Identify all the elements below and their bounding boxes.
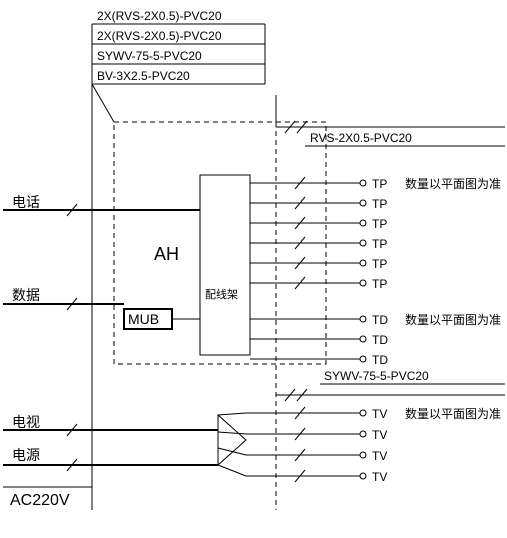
distribution-box [200,175,250,355]
terminal-circle [360,410,366,416]
distribution-label: 配线架 [205,287,238,301]
power-label: 电源 [12,447,40,463]
phone-label: 电话 [12,194,40,210]
tv-out-label: TV [372,407,387,421]
terminal-circle [360,452,366,458]
terminal-circle [360,473,366,479]
ah-label: AH [154,244,179,264]
tv-label: 电视 [12,414,40,430]
splitter-triangle [218,415,246,465]
tv-note: 数量以平面图为准 [405,406,501,421]
tp-label: TP [372,277,387,291]
tp-label: TP [372,197,387,211]
tp-note: 数量以平面图为准 [405,176,501,191]
td-label: TD [372,333,388,347]
td-label: TD [372,313,388,327]
terminal-circle [360,336,366,342]
tp-label: TP [372,237,387,251]
cable-label: SYWV-75-5-PVC20 [324,369,429,383]
terminal-circle [360,260,366,266]
tv-out-label: TV [372,470,387,484]
tv-out-label: TV [372,449,387,463]
terminal-circle [360,431,366,437]
tp-label: TP [372,257,387,271]
terminal-circle [360,220,366,226]
terminal-circle [360,180,366,186]
td-note: 数量以平面图为准 [405,312,501,327]
terminal-circle [360,316,366,322]
td-label: TD [372,353,388,367]
terminal-circle [360,240,366,246]
tv-out-label: TV [372,428,387,442]
mub-label: MUB [128,311,159,327]
terminal-circle [360,280,366,286]
cable-label: 2X(RVS-2X0.5)-PVC20 [97,9,222,23]
cable-label: RVS-2X0.5-PVC20 [310,131,412,145]
wiring-diagram: 2X(RVS-2X0.5)-PVC20 2X(RVS-2X0.5)-PVC20 SY… [0,0,507,538]
data-label: 数据 [12,287,40,303]
ac-label: AC220V [10,492,70,509]
terminal-circle [360,200,366,206]
terminal-circle [360,356,366,362]
cable-label: BV-3X2.5-PVC20 [97,69,190,83]
cable-label: SYWV-75-5-PVC20 [97,49,202,63]
tp-label: TP [372,177,387,191]
cable-label: 2X(RVS-2X0.5)-PVC20 [97,29,222,43]
tp-label: TP [372,217,387,231]
